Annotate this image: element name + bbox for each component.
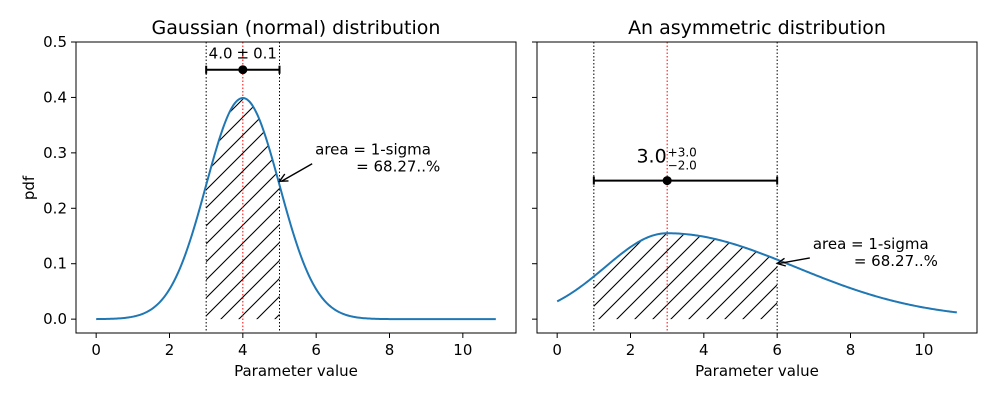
x-tick-label: 6 [772,341,782,359]
annotation-arrow-line [281,163,313,182]
y-tick-label: 0.1 [43,255,67,273]
annotation-arrow-head [278,173,289,183]
errorbar-label-plus: +3.0 [668,146,697,160]
errorbar-label-central: 4.0 [209,45,233,63]
errorbar-label-error: 0.1 [253,45,277,63]
x-tick-label: 10 [914,341,933,359]
x-tick-label: 4 [699,341,709,359]
x-tick-label: 4 [238,341,248,359]
panel-asymmetric: An asymmetric distribution Parameter val… [532,17,978,380]
x-tick-label: 2 [626,341,636,359]
x-tick-label: 8 [846,341,856,359]
pdf-curve [556,232,957,314]
y-tick-label: 0.2 [43,199,67,217]
errorbar-label: 4.0 ±0.1 [209,45,277,63]
pdf-curve [96,97,496,321]
annotation-line-2: = 68.27..% [356,158,440,176]
y-tick-label: 0.0 [43,310,67,328]
panel-gaussian: Gaussian (normal) distribution Parameter… [20,17,517,380]
axes-frame [536,41,978,334]
annotation-line-2: = 68.27..% [854,252,938,270]
chart-title: An asymmetric distribution [628,17,886,39]
x-tick-label: 10 [453,341,472,359]
errorbar-label-pm: ± [237,45,250,63]
x-tick-label: 6 [311,341,321,359]
hatched-area [593,233,778,320]
x-tick-label: 8 [385,341,395,359]
annotation-arrow-head [775,257,787,267]
errorbar-point [662,176,672,186]
errorbar-label-central: 3.0 [636,146,666,168]
x-axis-label: Parameter value [695,362,819,380]
chart-title: Gaussian (normal) distribution [152,17,441,39]
annotation-line-1: area = 1-sigma [315,141,431,159]
y-tick-label: 0.4 [43,88,67,106]
y-axis-label: pdf [20,175,38,200]
errorbar-point [238,65,248,75]
annotation-arrow-line [779,257,810,265]
x-tick-label: 0 [552,341,562,359]
x-axis-label: Parameter value [234,362,358,380]
hatched-area [206,98,280,320]
annotation-line-1: area = 1-sigma [813,235,929,253]
y-tick-label: 0.5 [43,33,67,51]
y-tick-label: 0.3 [43,144,67,162]
x-tick-label: 0 [91,341,101,359]
errorbar-label: 3.0 +3.0 −2.0 [636,146,696,173]
errorbar-label-minus: −2.0 [668,159,697,173]
axes-frame [75,41,517,334]
x-tick-label: 2 [165,341,175,359]
